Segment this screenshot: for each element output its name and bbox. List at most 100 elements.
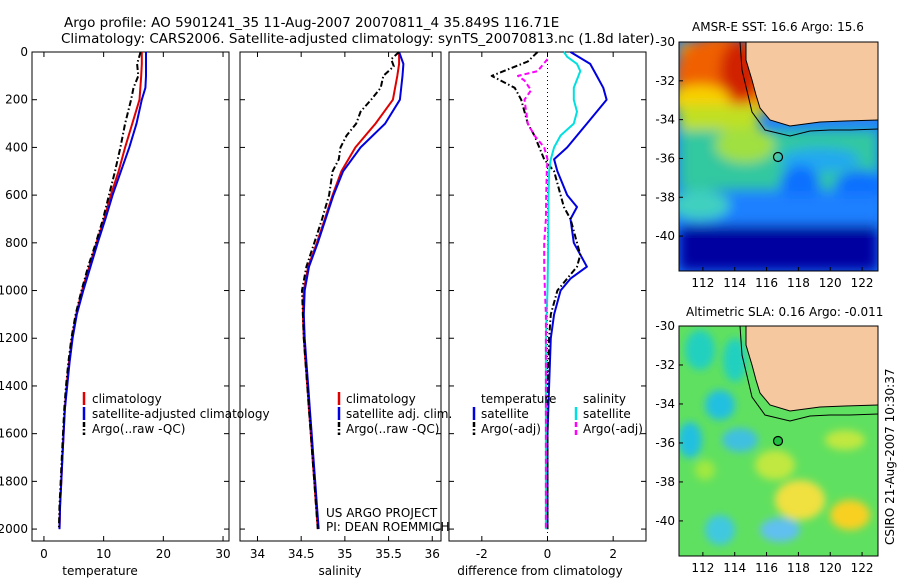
series-line-salinity-argo-adj <box>517 58 549 530</box>
legend-label-sal-satellite: satellite <box>583 407 631 421</box>
legend-label-argo: Argo(..raw -QC) <box>92 422 185 436</box>
sla-isobath <box>739 326 878 422</box>
sst-profile-marker <box>772 151 784 163</box>
salinity-legend: climatology satellite adj. clim. Argo(..… <box>337 392 452 436</box>
y-tick-label: 1400 <box>0 379 28 393</box>
map-y-tick-label: -30 <box>655 319 675 333</box>
y-tick-label: 1600 <box>0 427 28 441</box>
map-y-tick-label: -36 <box>655 151 675 165</box>
map-y-tick-label: -40 <box>655 229 675 243</box>
sla-map-title: Altimetric SLA: 0.16 Argo: -0.011 <box>686 305 883 319</box>
series-line-satellite-adj-clim <box>302 51 405 530</box>
x-tick-label: 30 <box>215 547 230 561</box>
sla-profile-marker <box>772 435 784 447</box>
map-x-tick-label: 112 <box>691 276 714 290</box>
map-y-tick-label: -34 <box>655 113 675 127</box>
legend-label-satellite: satellite adj. clim. <box>346 407 452 421</box>
y-tick-label: 400 <box>5 140 28 154</box>
sla-map <box>679 326 878 556</box>
x-tick-label: 34.5 <box>288 547 315 561</box>
map-y-tick-label: -38 <box>655 475 675 489</box>
sst-coastline <box>745 42 878 127</box>
x-axis-label: salinity <box>318 564 361 578</box>
map-y-tick-label: -36 <box>655 436 675 450</box>
plot-frame <box>239 51 442 542</box>
y-tick-label: 2000 <box>0 522 28 536</box>
x-tick-label: 10 <box>96 547 111 561</box>
difference-profile-panel: -2 0 2 difference from climatology <box>448 51 647 578</box>
legend-label-temp-argo: Argo(-adj) <box>481 422 541 436</box>
salinity-profile-panel: 34 34.5 35 35.5 36 salinity <box>239 51 442 578</box>
sla-land <box>746 326 878 411</box>
series-line-salinity-satellite <box>544 51 582 530</box>
map-y-tick-label: -32 <box>655 358 675 372</box>
series-line-temperature-argo-adj <box>490 51 582 530</box>
map-x-tick-label: 120 <box>819 561 842 575</box>
series-line-satellite-adjusted-climatology <box>58 52 147 530</box>
map-x-tick-label: 122 <box>851 276 874 290</box>
y-tick-label: 1800 <box>0 474 28 488</box>
map-y-tick-label: -34 <box>655 397 675 411</box>
x-tick-label: 35 <box>337 547 352 561</box>
difference-legend: temperature salinity satellite Argo(-adj… <box>472 392 643 436</box>
legend-label-temp-satellite: satellite <box>481 407 529 421</box>
x-tick-label: 20 <box>156 547 171 561</box>
series-line-climatology <box>58 52 143 530</box>
y-tick-label: 200 <box>5 93 28 107</box>
x-tick-label: 35.5 <box>375 547 402 561</box>
sla-map-frame <box>678 325 879 557</box>
header-line-2: Climatology: CARS2006. Satellite-adjuste… <box>61 31 654 47</box>
y-tick-label: 1000 <box>0 284 28 298</box>
map-x-tick-label: 122 <box>851 561 874 575</box>
x-tick-label: 2 <box>609 547 617 561</box>
y-tick-label: 800 <box>5 236 28 250</box>
map-y-tick-label: -32 <box>655 74 675 88</box>
y-tick-label: 0 <box>20 45 28 59</box>
map-y-tick-label: -40 <box>655 514 675 528</box>
x-tick-label: -2 <box>476 547 488 561</box>
x-axis-label: temperature <box>62 564 137 578</box>
sst-land <box>746 42 878 126</box>
map-x-tick-label: 116 <box>755 561 778 575</box>
sst-map <box>679 42 878 271</box>
y-tick-label: 600 <box>5 188 28 202</box>
map-x-tick-label: 118 <box>787 561 810 575</box>
map-x-tick-label: 120 <box>819 276 842 290</box>
legend-label-climatology: climatology <box>346 392 416 406</box>
legend-group-temperature: temperature <box>481 392 556 406</box>
map-x-tick-label: 112 <box>691 561 714 575</box>
y-tick-label: 1200 <box>0 331 28 345</box>
sst-isobath <box>739 42 878 137</box>
temperature-legend: climatology satellite-adjusted climatolo… <box>82 392 270 436</box>
legend-label-sal-argo: Argo(-adj) <box>583 422 643 436</box>
map-x-tick-label: 114 <box>723 276 746 290</box>
side-timestamp-label: CSIRO 21-Aug-2007 10:30:37 <box>883 369 897 545</box>
x-tick-label: 0 <box>544 547 552 561</box>
plot-frame <box>31 51 230 542</box>
x-axis-label: difference from climatology <box>457 564 623 578</box>
legend-group-salinity: salinity <box>583 392 626 406</box>
legend-label-climatology: climatology <box>92 392 162 406</box>
sst-map-frame <box>678 41 879 272</box>
map-x-tick-label: 118 <box>787 276 810 290</box>
map-y-tick-label: -38 <box>655 190 675 204</box>
legend-label-argo: Argo(..raw -QC) <box>346 422 439 436</box>
series-line-argo-raw-qc <box>301 51 400 530</box>
map-y-tick-label: -30 <box>655 35 675 49</box>
header-line-1: Argo profile: AO 5901241_35 11-Aug-2007 … <box>64 15 559 31</box>
sst-map-axes: 112 114 116 118 120 122 -30 -32 -34 -36 -38 -40 <box>655 35 873 290</box>
map-x-tick-label: 114 <box>723 561 746 575</box>
project-label-line-2: PI: DEAN ROEMMICH <box>326 520 449 534</box>
map-x-tick-label: 116 <box>755 276 778 290</box>
series-line-temperature-satellite <box>546 51 608 530</box>
series-line-argo-raw-qc <box>57 51 142 530</box>
sla-map-axes: 112 114 116 118 120 122 -30 -32 -34 -36 -38 -40 <box>655 319 873 575</box>
sla-coastline <box>745 326 878 412</box>
temperature-profile-panel: 0 10 20 30 0 200 400 600 800 1000 1200 1400 1600 1800… <box>0 45 231 578</box>
x-tick-label: 34 <box>250 547 265 561</box>
legend-label-satellite: satellite-adjusted climatology <box>92 407 270 421</box>
project-label-line-1: US ARGO PROJECT <box>326 506 438 520</box>
sst-map-title: AMSR-E SST: 16.6 Argo: 15.6 <box>692 20 864 34</box>
x-tick-label: 36 <box>425 547 440 561</box>
